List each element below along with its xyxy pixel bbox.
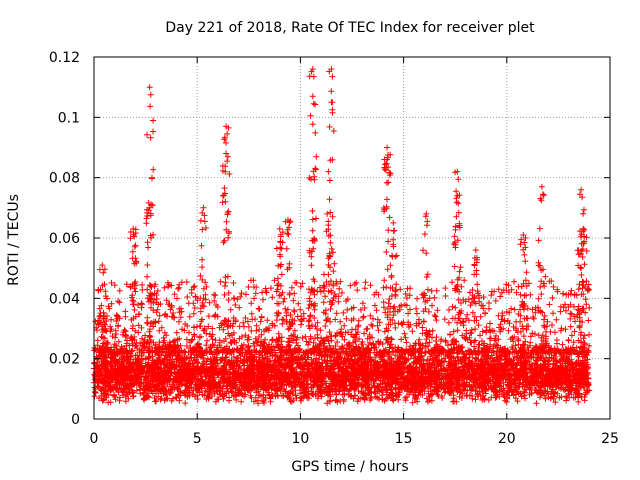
- y-tick-labels: 0 0.02 0.04 0.06 0.08 0.1 0.12: [49, 50, 80, 428]
- y-tick-label: 0: [71, 412, 80, 428]
- x-tick-labels: 0 5 10 15 20 25: [90, 431, 619, 447]
- chart-title: Day 221 of 2018, Rate Of TEC Index for r…: [165, 20, 535, 36]
- x-tick-label: 10: [291, 431, 309, 447]
- x-tick-label: 20: [498, 431, 516, 447]
- data-points: [91, 66, 593, 407]
- axis-ticks: [93, 56, 611, 420]
- x-tick-label: 15: [395, 431, 413, 447]
- y-tick-label: 0.1: [58, 110, 80, 126]
- x-tick-label: 25: [601, 431, 619, 447]
- y-axis-label: ROTI / TECUs: [6, 194, 22, 286]
- y-tick-label: 0.06: [49, 231, 80, 247]
- x-tick-label: 5: [193, 431, 202, 447]
- x-tick-label: 0: [90, 431, 99, 447]
- y-tick-label: 0.02: [49, 352, 80, 368]
- x-axis-label: GPS time / hours: [291, 459, 408, 475]
- y-tick-label: 0.08: [49, 171, 80, 187]
- y-tick-label: 0.12: [49, 50, 80, 66]
- y-tick-label: 0.04: [49, 291, 80, 307]
- scatter-markers: [91, 66, 593, 407]
